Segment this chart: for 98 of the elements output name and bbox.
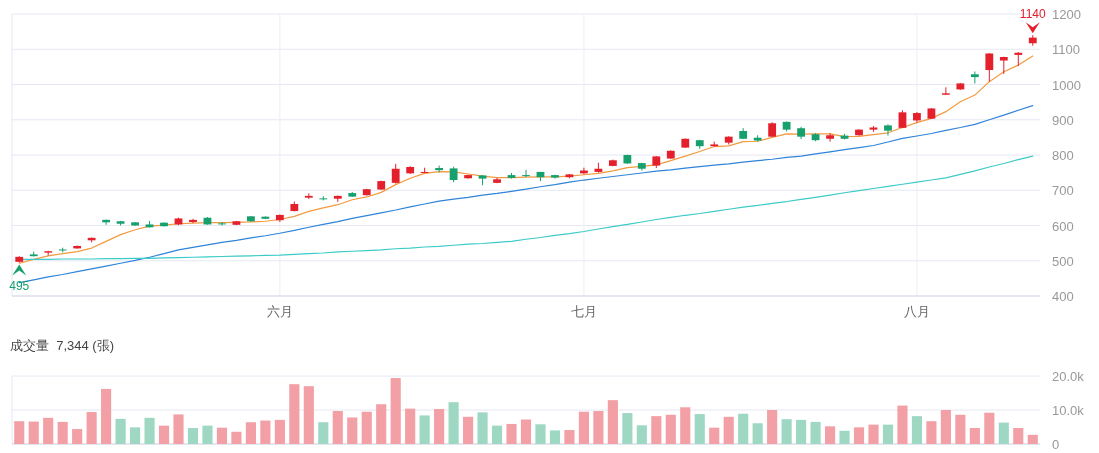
candlestick bbox=[218, 221, 226, 226]
bar bbox=[477, 412, 488, 444]
bar bbox=[1027, 434, 1038, 444]
bar bbox=[578, 411, 589, 444]
bar bbox=[101, 388, 112, 444]
bar bbox=[231, 431, 242, 444]
bar bbox=[564, 430, 575, 444]
bar bbox=[911, 416, 922, 444]
bar bbox=[434, 408, 445, 444]
bar bbox=[998, 422, 1009, 444]
bar bbox=[491, 425, 503, 444]
y-tick-label: 400 bbox=[1052, 289, 1074, 304]
bar bbox=[868, 424, 879, 444]
bar bbox=[376, 404, 387, 444]
candlestick bbox=[941, 86, 950, 96]
y-tick-label: 20.0k bbox=[1052, 369, 1085, 384]
y-tick-label: 10.0k bbox=[1052, 403, 1085, 418]
bar bbox=[130, 427, 141, 444]
bar bbox=[14, 421, 25, 444]
bar bbox=[187, 428, 199, 444]
bar bbox=[752, 423, 763, 444]
candlestick bbox=[391, 163, 400, 185]
bar bbox=[969, 428, 980, 444]
y-tick-label: 500 bbox=[1052, 253, 1074, 269]
bar bbox=[549, 430, 561, 444]
bar bbox=[144, 417, 155, 444]
annotation: 495 bbox=[9, 278, 30, 293]
bar bbox=[202, 425, 213, 444]
y-tick-label: 0 bbox=[1052, 437, 1060, 452]
bar bbox=[853, 427, 865, 444]
bar bbox=[86, 412, 97, 444]
y-tick-label: 1100 bbox=[1052, 42, 1080, 58]
bar bbox=[245, 422, 256, 444]
bar bbox=[289, 384, 300, 444]
bar bbox=[607, 400, 618, 444]
x-tick-label: 八月 bbox=[903, 304, 930, 319]
bar bbox=[897, 405, 908, 444]
bar bbox=[940, 410, 951, 444]
bar bbox=[520, 419, 532, 444]
bar bbox=[274, 419, 285, 444]
y-tick-label: 900 bbox=[1052, 112, 1074, 128]
bar bbox=[419, 415, 430, 444]
bar bbox=[651, 416, 662, 444]
x-tick-label: 七月 bbox=[570, 304, 597, 319]
bar bbox=[593, 411, 604, 444]
bar bbox=[28, 421, 39, 444]
bar bbox=[738, 413, 749, 444]
bar bbox=[824, 426, 836, 444]
bar bbox=[115, 418, 126, 444]
bar bbox=[72, 429, 83, 444]
bar bbox=[723, 416, 734, 444]
chart-title: 成交量 7,344 (張) bbox=[10, 338, 115, 353]
candlestick bbox=[522, 169, 530, 178]
bar bbox=[43, 417, 54, 444]
x-tick-label: 六月 bbox=[266, 304, 293, 319]
candlestick bbox=[826, 132, 834, 143]
bar bbox=[535, 424, 546, 444]
bar bbox=[463, 416, 474, 444]
y-tick-label: 1200 bbox=[1052, 7, 1081, 22]
bar bbox=[405, 408, 416, 444]
bar bbox=[347, 417, 358, 444]
bar bbox=[506, 423, 517, 444]
bar bbox=[636, 425, 647, 444]
bar bbox=[622, 413, 633, 444]
bar bbox=[926, 421, 937, 444]
bar bbox=[303, 386, 314, 444]
bar bbox=[216, 427, 228, 444]
bar bbox=[332, 411, 343, 444]
annotation: 1140 bbox=[1019, 7, 1046, 22]
y-tick-label: 700 bbox=[1052, 183, 1074, 199]
bar bbox=[882, 424, 894, 444]
bar bbox=[260, 420, 271, 444]
bar bbox=[810, 421, 821, 444]
y-tick-label: 1000 bbox=[1052, 77, 1081, 93]
candlestick bbox=[985, 52, 994, 83]
bar bbox=[361, 411, 372, 444]
bar bbox=[57, 421, 68, 444]
bar bbox=[781, 419, 792, 444]
bar bbox=[390, 378, 401, 444]
bar bbox=[984, 412, 995, 444]
candlestick bbox=[189, 218, 197, 224]
bar bbox=[709, 427, 720, 444]
bar bbox=[318, 422, 329, 444]
bar bbox=[955, 414, 966, 444]
bar bbox=[767, 410, 778, 444]
bar bbox=[1013, 428, 1024, 444]
bar bbox=[694, 414, 705, 444]
bar bbox=[839, 430, 850, 444]
y-tick-label: 600 bbox=[1052, 218, 1074, 234]
bar bbox=[158, 425, 170, 444]
bar bbox=[680, 407, 691, 444]
bar bbox=[796, 419, 807, 444]
bar bbox=[173, 414, 184, 444]
bar bbox=[665, 414, 676, 444]
y-tick-label: 800 bbox=[1052, 148, 1074, 163]
bar bbox=[448, 402, 459, 444]
candlestick bbox=[435, 165, 444, 173]
candlestick bbox=[884, 123, 892, 137]
